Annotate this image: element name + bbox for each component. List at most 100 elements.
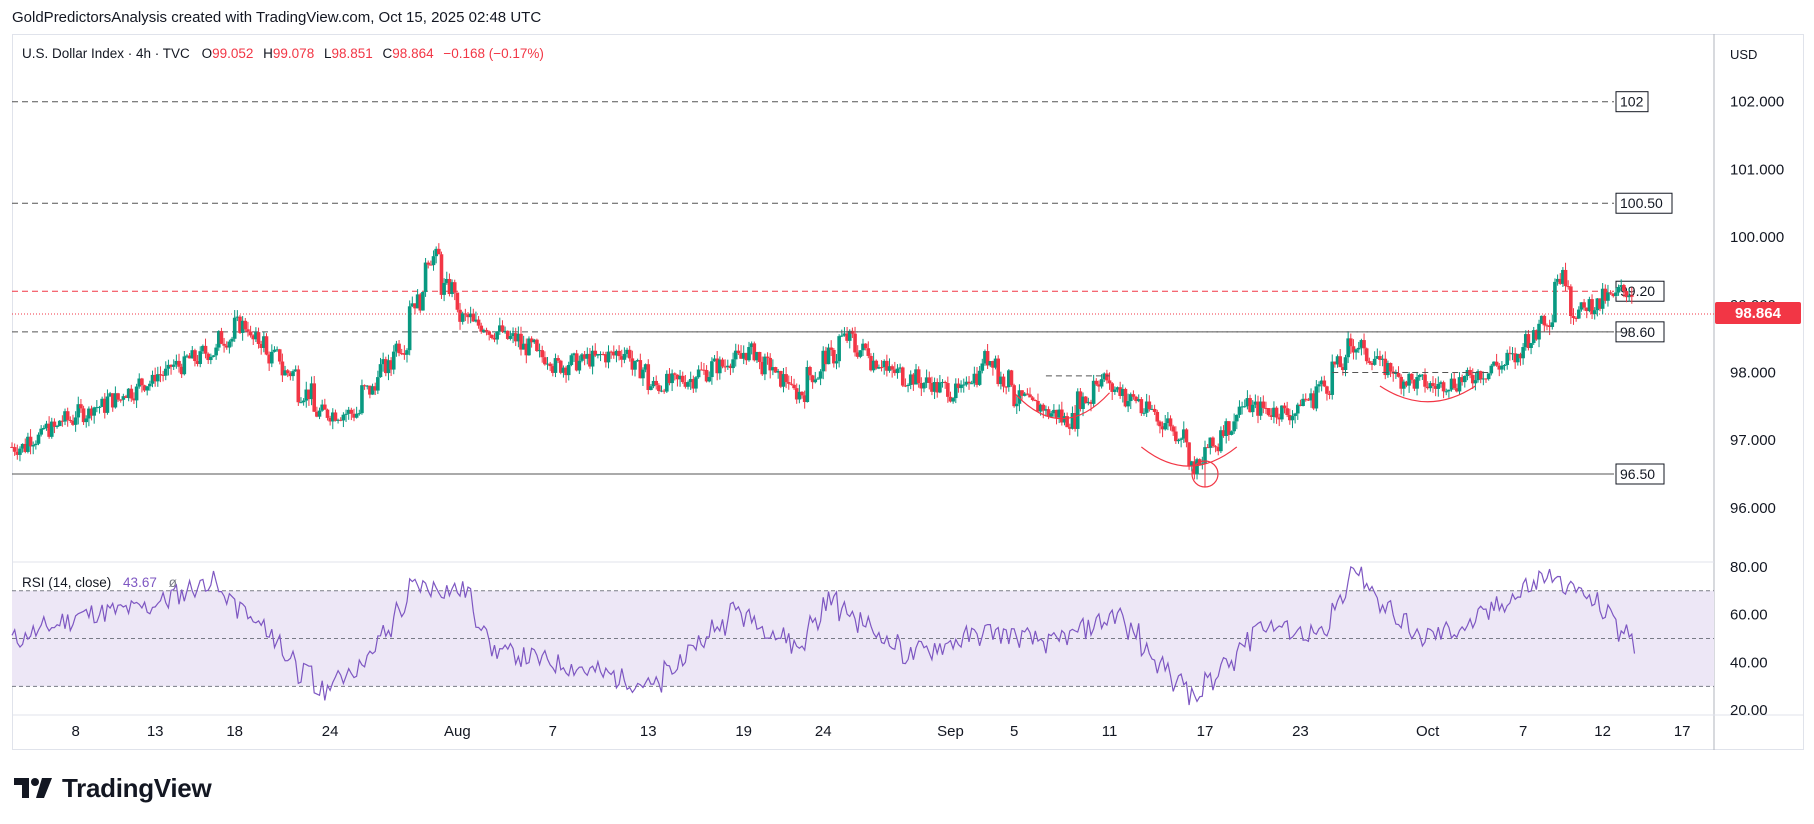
candle-body xyxy=(455,292,460,310)
candle-body xyxy=(776,370,780,373)
candle-body xyxy=(1465,369,1470,377)
candle-body xyxy=(702,369,706,371)
candle-body xyxy=(1081,396,1085,409)
candle-body xyxy=(1121,388,1125,396)
candle-body xyxy=(694,377,698,389)
candle-body xyxy=(1147,401,1152,410)
currency-label[interactable]: USD xyxy=(1730,47,1757,62)
candle-body xyxy=(885,360,889,371)
tradingview-brand[interactable]: TradingView xyxy=(14,771,212,805)
candle-body xyxy=(291,371,295,377)
candle-body xyxy=(1274,407,1279,418)
candle-body xyxy=(418,294,423,311)
candle-body xyxy=(171,364,176,367)
candle-body xyxy=(654,380,659,386)
candle-body xyxy=(999,376,1003,385)
candle-body xyxy=(784,374,788,383)
candle-body xyxy=(373,386,377,391)
pattern-arc xyxy=(1140,446,1238,467)
candle-body xyxy=(548,363,552,367)
candle-body xyxy=(1189,461,1194,466)
candle-body xyxy=(299,402,303,404)
rsi-extra: ø xyxy=(169,575,177,590)
candle-body xyxy=(670,373,674,384)
level-label-box xyxy=(1615,91,1649,113)
open-value: 99.052 xyxy=(212,46,253,61)
high-value: 99.078 xyxy=(273,46,314,61)
candle-body xyxy=(1364,348,1369,362)
candle-body xyxy=(792,384,796,389)
candle-body xyxy=(667,373,672,384)
candle-body xyxy=(924,377,929,383)
candle-body xyxy=(1295,404,1300,414)
candle-body xyxy=(452,282,457,293)
candle-body xyxy=(190,350,195,359)
candle-body xyxy=(832,349,836,364)
candle-body xyxy=(1134,396,1138,402)
candle-body xyxy=(1240,406,1244,408)
candle-body xyxy=(1070,413,1075,429)
candle-body xyxy=(73,417,78,425)
candle-body xyxy=(1033,399,1038,402)
candle-body xyxy=(254,332,258,340)
candle-body xyxy=(10,446,14,448)
candle-body xyxy=(439,254,444,295)
candle-body xyxy=(755,351,759,361)
candle-body xyxy=(1062,416,1067,423)
candle-body xyxy=(444,278,449,283)
candle-body xyxy=(405,350,409,355)
candle-body xyxy=(280,361,285,376)
candle-body xyxy=(1192,461,1197,475)
candle-body xyxy=(1280,405,1284,420)
candle-body xyxy=(1203,447,1207,464)
candle-body xyxy=(1409,373,1414,380)
candle-body xyxy=(42,427,46,429)
candle-body xyxy=(1542,315,1547,326)
candle-body xyxy=(1563,269,1568,287)
candle-body xyxy=(389,360,393,370)
candle-body xyxy=(309,383,314,400)
candle-body xyxy=(1433,385,1438,389)
candle-body xyxy=(259,343,264,349)
candle-body xyxy=(938,382,942,393)
time-tick-label: 12 xyxy=(1594,723,1611,740)
chart-frame[interactable] xyxy=(12,34,1804,750)
candle-body xyxy=(543,357,547,365)
rsi-line xyxy=(11,565,1636,706)
candle-body xyxy=(1380,358,1385,360)
candle-body xyxy=(346,409,351,414)
candle-body xyxy=(964,381,969,385)
candle-body xyxy=(240,320,245,333)
candle-body xyxy=(1526,334,1531,348)
candle-body xyxy=(643,364,648,370)
candle-body xyxy=(540,350,545,358)
symbol-legend[interactable]: U.S. Dollar Index · 4h · TVC O99.052 H99… xyxy=(22,46,544,61)
candle-body xyxy=(15,451,20,455)
candle-body xyxy=(529,338,534,343)
candle-body xyxy=(641,369,645,379)
candle-body xyxy=(20,443,25,449)
candle-body xyxy=(1489,365,1494,374)
time-tick-label: 11 xyxy=(1102,723,1118,740)
candle-body xyxy=(60,420,65,422)
candle-body xyxy=(76,404,81,418)
candle-body xyxy=(691,378,696,389)
level-label: 98.60 xyxy=(1620,324,1655,340)
rsi-legend[interactable]: RSI (14, close) 43.67 ø xyxy=(22,575,177,590)
candle-body xyxy=(1521,347,1525,359)
candle-body xyxy=(733,350,738,360)
candle-body xyxy=(1073,413,1077,429)
candle-body xyxy=(725,365,730,368)
candle-body xyxy=(980,363,985,371)
candle-body xyxy=(248,331,253,336)
candle-body xyxy=(450,282,454,294)
candle-body xyxy=(577,360,582,371)
candle-body xyxy=(315,411,319,417)
candle-body xyxy=(1476,371,1480,381)
candle-body xyxy=(649,386,653,390)
candle-body xyxy=(156,374,160,382)
candle-body xyxy=(651,380,656,387)
time-tick-label: Oct xyxy=(1416,723,1440,740)
candle-body xyxy=(1298,404,1303,406)
